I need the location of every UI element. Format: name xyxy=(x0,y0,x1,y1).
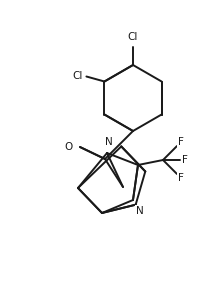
Text: O: O xyxy=(65,142,73,152)
Text: Cl: Cl xyxy=(128,32,138,42)
Text: N: N xyxy=(105,137,113,147)
Text: N: N xyxy=(136,206,144,216)
Text: F: F xyxy=(182,155,188,165)
Text: F: F xyxy=(178,137,184,147)
Text: Cl: Cl xyxy=(72,71,82,80)
Text: F: F xyxy=(178,173,184,183)
